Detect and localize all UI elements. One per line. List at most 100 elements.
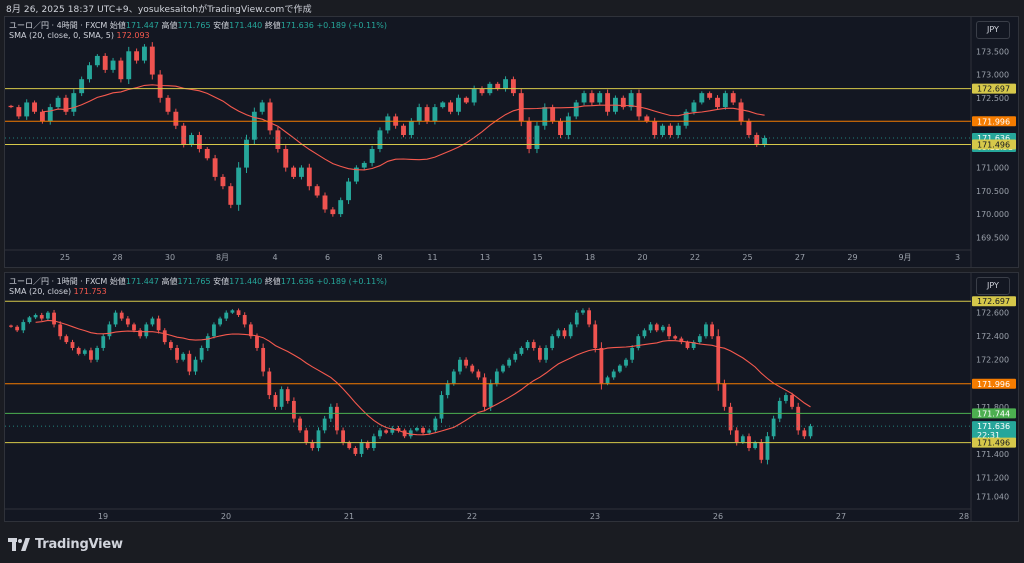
candle-body bbox=[242, 315, 247, 325]
candlestick-chart-1h[interactable]: 171.040171.200171.400171.600171.800172.0… bbox=[5, 273, 1018, 521]
candle-body bbox=[126, 51, 132, 80]
candle-body bbox=[157, 74, 163, 98]
candle-body bbox=[642, 330, 647, 337]
candle-body bbox=[463, 97, 469, 103]
candle-body bbox=[790, 395, 794, 407]
currency-button[interactable]: JPY bbox=[976, 277, 1010, 295]
y-tick-label: 171.040 bbox=[976, 492, 1009, 501]
candle-body bbox=[654, 324, 659, 331]
candle-body bbox=[359, 442, 364, 454]
price-level-tag bbox=[972, 408, 1016, 419]
legend-open: 171.447 bbox=[125, 277, 159, 286]
candle-body bbox=[526, 121, 532, 149]
candle-body bbox=[132, 324, 136, 331]
candle-body bbox=[470, 365, 475, 372]
candle-body bbox=[440, 102, 446, 108]
x-tick-label: 3 bbox=[955, 253, 960, 262]
candle-body bbox=[142, 46, 147, 61]
candle-body bbox=[89, 350, 93, 360]
x-tick-label: 4 bbox=[272, 253, 277, 262]
candle-body bbox=[118, 60, 124, 80]
candle-body bbox=[648, 324, 653, 331]
price-level-label: 171.744 bbox=[977, 409, 1010, 418]
candle-body bbox=[71, 93, 77, 112]
candle-body bbox=[482, 377, 487, 407]
chart-panel-1h[interactable]: ユーロ／円 · 1時間 · FXCM 始値171.447 高値171.765 安… bbox=[4, 272, 1019, 522]
candlestick-chart-4h[interactable]: 169.500170.000170.500171.000171.500172.0… bbox=[5, 17, 1018, 267]
x-tick-label: 28 bbox=[959, 512, 969, 521]
currency-button[interactable]: JPY bbox=[976, 21, 1010, 39]
candle-body bbox=[722, 383, 727, 407]
candle-body bbox=[581, 310, 585, 313]
candle-body bbox=[244, 139, 249, 168]
candle-body bbox=[396, 428, 401, 431]
candle-body bbox=[424, 107, 430, 122]
candle-body bbox=[617, 365, 622, 372]
candle-body bbox=[445, 383, 450, 396]
candle-body bbox=[704, 324, 708, 337]
x-tick-label: 6 bbox=[325, 253, 330, 262]
candle-body bbox=[113, 312, 118, 325]
candle-body bbox=[507, 359, 512, 366]
candle-body bbox=[204, 148, 210, 159]
candle-body bbox=[110, 60, 116, 70]
candle-body bbox=[620, 97, 626, 108]
candle-body bbox=[683, 111, 689, 126]
candle-body bbox=[58, 324, 63, 337]
candle-body bbox=[199, 347, 204, 360]
candle-body bbox=[335, 406, 339, 431]
candle-body bbox=[401, 125, 406, 136]
candle-body bbox=[259, 102, 265, 112]
candle-body bbox=[679, 338, 684, 343]
candle-body bbox=[8, 105, 14, 108]
candle-body bbox=[125, 318, 130, 325]
x-tick-label: 19 bbox=[98, 512, 108, 521]
y-tick-label: 172.200 bbox=[976, 356, 1009, 365]
candle-body bbox=[64, 336, 69, 343]
price-level-tag bbox=[972, 139, 1016, 150]
candle-body bbox=[537, 347, 542, 360]
candle-body bbox=[95, 347, 100, 360]
candle-body bbox=[581, 93, 587, 103]
price-level-tag bbox=[972, 421, 1016, 441]
legend-open-label: 始値 bbox=[109, 21, 126, 30]
price-level-tag bbox=[972, 437, 1016, 448]
candle-body bbox=[228, 186, 234, 205]
x-tick-label: 20 bbox=[221, 512, 231, 521]
legend-open: 171.447 bbox=[125, 21, 159, 30]
candle-body bbox=[33, 315, 38, 318]
x-tick-label: 25 bbox=[60, 253, 70, 262]
candle-body bbox=[783, 395, 788, 401]
x-tick-label: 15 bbox=[532, 253, 542, 262]
candle-body bbox=[165, 97, 171, 112]
candle-body bbox=[94, 55, 100, 66]
candle-body bbox=[273, 395, 278, 407]
price-level-tag bbox=[972, 116, 1016, 127]
candle-body bbox=[715, 97, 720, 108]
candle-body bbox=[605, 377, 610, 384]
legend-title: ユーロ／円 · 1時間 · FXCM bbox=[9, 277, 108, 286]
candle-body bbox=[212, 324, 216, 337]
chart-panel-4h[interactable]: ユーロ／円 · 4時間 · FXCM 始値171.447 高値171.765 安… bbox=[4, 16, 1019, 268]
candle-body bbox=[432, 107, 438, 122]
candle-body bbox=[660, 125, 665, 136]
candle-body bbox=[593, 324, 598, 348]
candle-body bbox=[138, 330, 143, 337]
legend-open-label: 始値 bbox=[109, 277, 126, 286]
x-tick-label: 8 bbox=[377, 253, 382, 262]
candle-body bbox=[408, 121, 414, 136]
candle-body bbox=[24, 102, 30, 117]
candle-body bbox=[476, 371, 481, 378]
candle-body bbox=[451, 371, 456, 384]
y-tick-label: 172.600 bbox=[976, 309, 1009, 318]
candle-body bbox=[283, 148, 289, 168]
candle-body bbox=[168, 342, 173, 348]
candle-body bbox=[605, 93, 611, 112]
candle-body bbox=[205, 336, 210, 348]
candle-body bbox=[697, 336, 702, 343]
candle-body bbox=[416, 107, 422, 122]
legend-change: +0.189 (+0.11%) bbox=[316, 21, 387, 30]
x-tick-label: 11 bbox=[427, 253, 437, 262]
y-tick-label: 171.000 bbox=[976, 164, 1009, 173]
footer: TradingView bbox=[8, 537, 123, 552]
